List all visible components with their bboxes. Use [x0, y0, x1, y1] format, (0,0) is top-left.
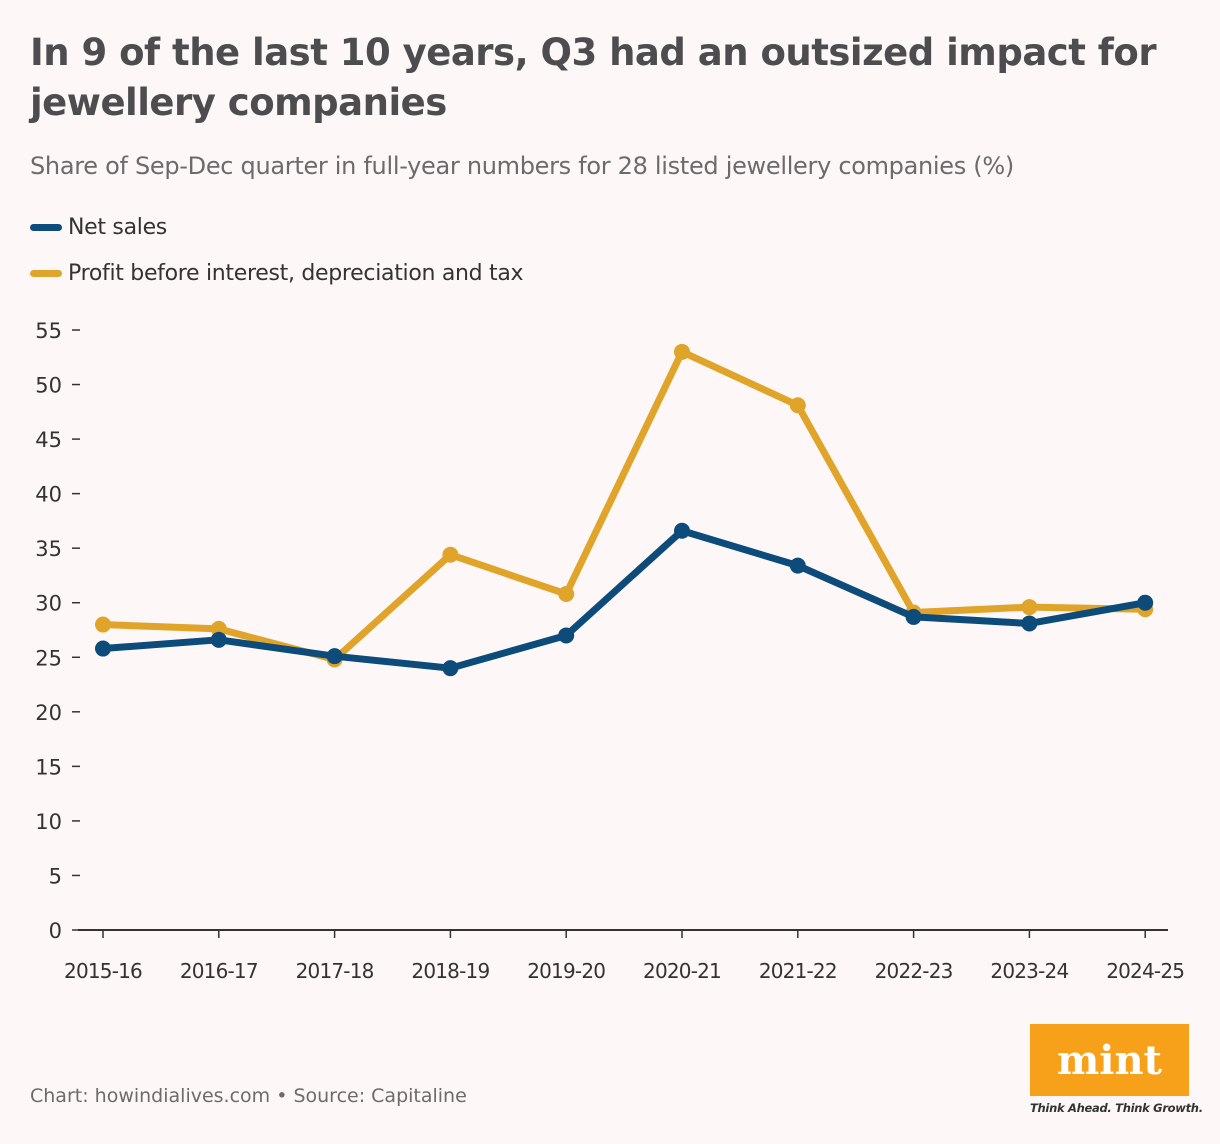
data-point: [674, 522, 690, 539]
x-tick-label: 2016-17: [180, 959, 258, 983]
data-point: [674, 343, 690, 360]
legend-swatch: [30, 270, 62, 277]
source-note: Chart: howindialives.com • Source: Capit…: [30, 1085, 467, 1107]
data-point: [1137, 594, 1154, 611]
x-tick-label: 2024-25: [1106, 959, 1184, 983]
data-point: [789, 557, 806, 574]
data-point: [442, 660, 459, 677]
data-point: [905, 608, 922, 625]
y-tick-label: 25: [35, 646, 62, 670]
data-point: [442, 546, 459, 563]
y-tick-label: 35: [35, 537, 62, 561]
mint-logo: mint: [1030, 1024, 1189, 1096]
data-point: [558, 586, 575, 602]
logo-tagline: Think Ahead. Think Growth.: [1030, 1101, 1203, 1115]
x-tick-label: 2018-19: [411, 959, 489, 983]
x-tick-label: 2019-20: [527, 959, 605, 983]
x-tick-label: 2022-23: [875, 959, 953, 983]
x-tick-label: 2023-24: [990, 959, 1068, 983]
series-line-pbidt: [99, 348, 1149, 663]
data-point: [95, 640, 111, 657]
y-tick-label: 0: [49, 919, 62, 943]
x-tick-label: 2021-22: [759, 959, 837, 983]
legend-label: Profit before interest, depreciation and…: [68, 261, 524, 286]
y-tick-label: 20: [35, 701, 62, 725]
series-line-net-sales: [99, 527, 1149, 672]
chart-subtitle: Share of Sep-Dec quarter in full-year nu…: [30, 152, 1014, 180]
x-tick-label: 2020-21: [643, 959, 721, 983]
legend-item-net-sales: Net sales: [30, 215, 167, 240]
y-tick-label: 10: [35, 810, 62, 834]
legend-item-pbidt: Profit before interest, depreciation and…: [30, 261, 524, 286]
y-tick-label: 5: [49, 864, 62, 888]
y-tick-label: 15: [35, 755, 62, 779]
data-point: [210, 631, 227, 648]
y-tick-label: 55: [35, 319, 62, 343]
x-tick-label: 2015-16: [64, 959, 142, 983]
legend-swatch: [30, 224, 62, 231]
y-tick-label: 45: [35, 428, 62, 452]
data-point: [326, 648, 343, 665]
y-tick-label: 50: [35, 374, 62, 398]
x-tick-label: 2017-18: [296, 959, 374, 983]
data-point: [789, 397, 806, 414]
y-tick-label: 40: [35, 483, 62, 507]
chart-title: In 9 of the last 10 years, Q3 had an out…: [30, 31, 1157, 124]
data-point: [1021, 599, 1038, 616]
data-point: [1021, 615, 1038, 632]
logo-text: mint: [1056, 1036, 1163, 1084]
legend-label: Net sales: [68, 215, 167, 240]
data-point: [95, 616, 111, 633]
y-tick-label: 30: [35, 592, 62, 616]
data-point: [558, 627, 575, 644]
